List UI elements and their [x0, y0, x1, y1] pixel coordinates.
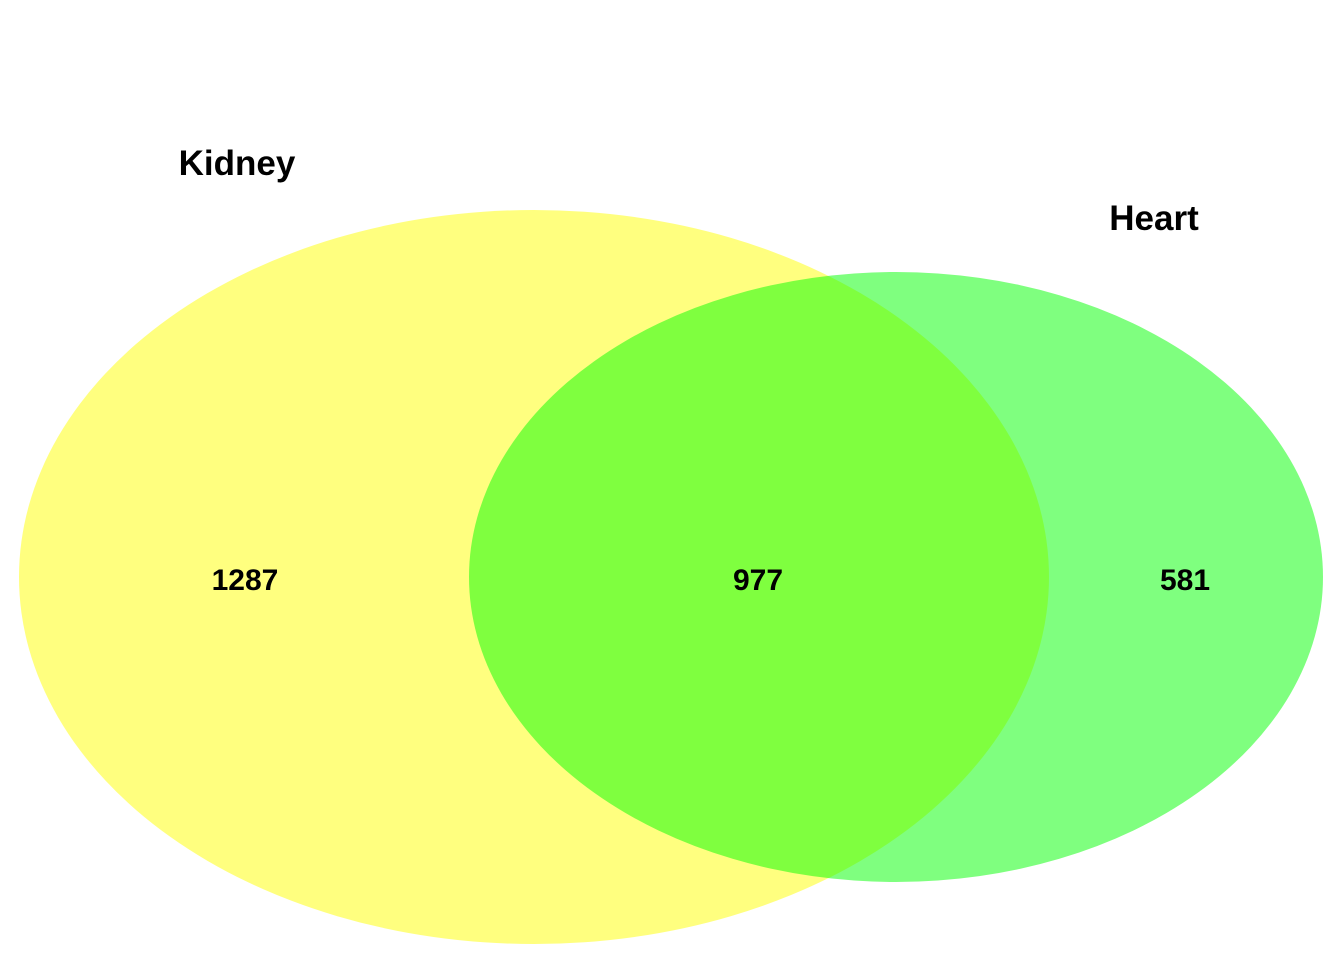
kidney-only-count: 1287: [212, 564, 279, 597]
heart-set-label: Heart: [1109, 199, 1199, 238]
heart-set-ellipse: [469, 272, 1323, 882]
heart-only-count: 581: [1160, 564, 1210, 597]
intersection-count: 977: [733, 564, 783, 597]
kidney-set-label: Kidney: [179, 144, 296, 183]
